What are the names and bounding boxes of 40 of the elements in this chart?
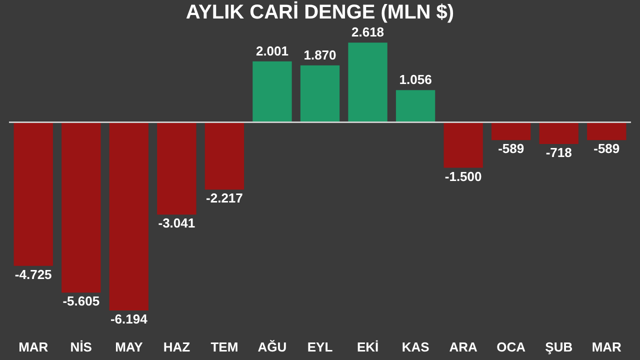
data-label: -6.194 [110,312,148,326]
x-tick-label: NİS [70,340,92,354]
bar [252,61,292,122]
data-label: -3.041 [158,216,196,231]
x-tick-label: OCA [496,340,526,354]
data-label: 2.001 [256,43,288,58]
data-label: -1.500 [444,168,482,184]
bar [539,122,578,144]
data-label: -2.217 [206,190,243,206]
x-tick-label: ŞUB [545,340,573,354]
data-label: -5.605 [62,294,100,309]
x-tick-label: AĞU [258,340,287,354]
bar [14,122,53,266]
data-label: 1.870 [304,47,336,62]
bar [396,90,436,122]
bar [204,122,244,190]
bar [109,122,148,310]
x-tick-label: MAY [115,340,144,354]
x-tick-label: EYL [307,340,333,354]
bar [62,122,101,293]
chart-title: AYLIK CARİ DENGE (MLN $) [186,0,454,24]
data-label: -589 [594,141,620,156]
bar [444,122,483,168]
data-label: -4.725 [14,266,52,282]
bar [492,122,531,140]
bar [587,122,626,140]
data-label: 1.056 [399,72,432,88]
bar [157,122,196,215]
x-tick-label: MAR [592,340,622,354]
x-tick-label: EKİ [356,340,379,354]
data-label: 2.618 [352,24,384,40]
x-tick-label: TEM [210,340,238,354]
x-tick-label: ARA [449,340,478,354]
x-tick-label: KAS [402,340,430,354]
data-label: -718 [546,145,572,160]
x-tick-label: HAZ [163,340,190,354]
x-tick-label: MAR [18,340,49,354]
data-label: -589 [498,141,524,156]
bar [300,65,340,122]
bar [348,42,388,122]
